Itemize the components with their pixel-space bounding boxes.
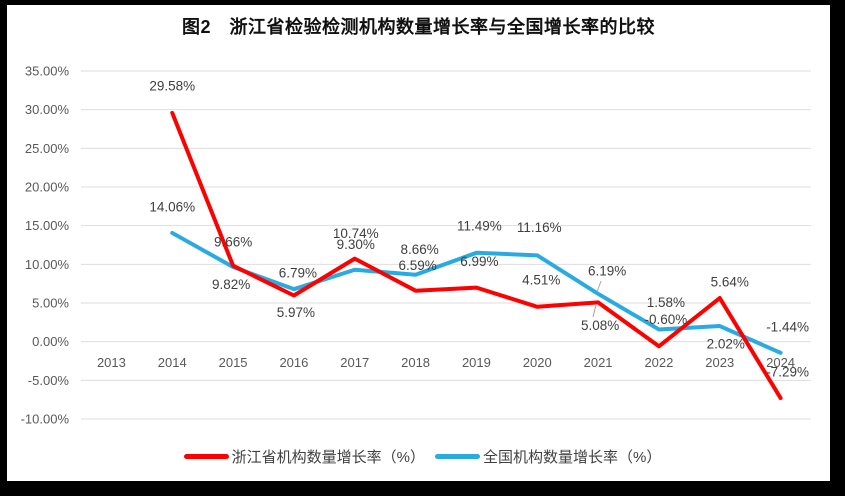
y-axis-tick-label: 35.00%: [25, 64, 70, 79]
y-axis-tick-label: -5.00%: [28, 373, 70, 388]
x-axis-tick-label: 2020: [523, 355, 552, 370]
y-axis-tick-label: -10.00%: [21, 412, 70, 427]
data-label-leader-line: [596, 280, 602, 293]
data-label: 10.74%: [333, 226, 379, 241]
data-label: 5.97%: [277, 305, 315, 320]
x-axis-tick-label: 2019: [462, 355, 491, 370]
data-label: -1.44%: [766, 319, 809, 334]
series-line-national[interactable]: [170, 230, 783, 355]
data-label: 29.58%: [149, 78, 195, 93]
y-axis-tick-label: 5.00%: [32, 296, 69, 311]
chart-title: 图2 浙江省检验检测机构数量增长率与全国增长率的比较: [181, 17, 655, 37]
x-axis-tick-label: 2017: [340, 355, 369, 370]
data-label: 6.59%: [398, 258, 436, 273]
y-axis-tick-label: 0.00%: [32, 334, 69, 349]
x-axis-tick-label: 2014: [158, 355, 187, 370]
x-axis-tick-label: 2024: [766, 355, 795, 370]
x-axis-tick-label: 2023: [705, 355, 734, 370]
legend-swatch-national-icon: [435, 454, 480, 459]
data-label: -0.60%: [645, 312, 688, 327]
data-label: 14.06%: [149, 199, 195, 214]
data-label: 6.19%: [588, 263, 626, 278]
data-label: 6.99%: [460, 254, 498, 269]
y-axis-tick-label: 15.00%: [25, 218, 70, 233]
data-label: 9.30%: [337, 237, 375, 252]
data-label: 5.08%: [581, 318, 619, 333]
data-label: 5.64%: [711, 275, 749, 290]
legend-swatch-zhejiang-icon: [183, 454, 229, 459]
data-label: 9.66%: [214, 234, 252, 249]
data-label: 2.02%: [707, 337, 745, 352]
y-axis-tick-label: 25.00%: [25, 141, 70, 156]
data-label: 11.16%: [517, 220, 562, 235]
y-axis-tick-label: 20.00%: [25, 180, 70, 195]
data-label: -7.29%: [766, 365, 809, 380]
data-label: 1.58%: [647, 295, 685, 310]
legend-label-national: 全国机构数量增长率（%）: [483, 449, 662, 466]
series-line-zhejiang[interactable]: [170, 110, 783, 401]
x-axis-tick-label: 2013: [97, 355, 126, 370]
x-axis-tick-label: 2016: [279, 355, 308, 370]
data-label: 6.79%: [279, 266, 317, 281]
y-axis-tick-label: 30.00%: [25, 102, 70, 117]
x-axis-tick-label: 2021: [584, 355, 613, 370]
data-label: 9.82%: [212, 277, 250, 292]
legend-label-zhejiang: 浙江省机构数量增长率（%）: [231, 449, 425, 466]
chart-panel: [7, 5, 830, 481]
legend-item-zhejiang[interactable]: 浙江省机构数量增长率（%）: [183, 446, 425, 467]
x-axis-tick-label: 2022: [644, 355, 673, 370]
x-axis-tick-label: 2018: [401, 355, 430, 370]
data-label: 11.49%: [457, 218, 502, 233]
y-axis-tick-label: 10.00%: [25, 257, 70, 272]
data-label-leader-line: [592, 304, 597, 318]
x-axis-tick-label: 2015: [219, 355, 248, 370]
data-label: 8.66%: [400, 242, 438, 257]
data-label: 4.51%: [522, 272, 560, 287]
legend: 浙江省机构数量增长率（%） 全国机构数量增长率（%）: [0, 446, 845, 467]
legend-item-national[interactable]: 全国机构数量增长率（%）: [435, 446, 661, 467]
